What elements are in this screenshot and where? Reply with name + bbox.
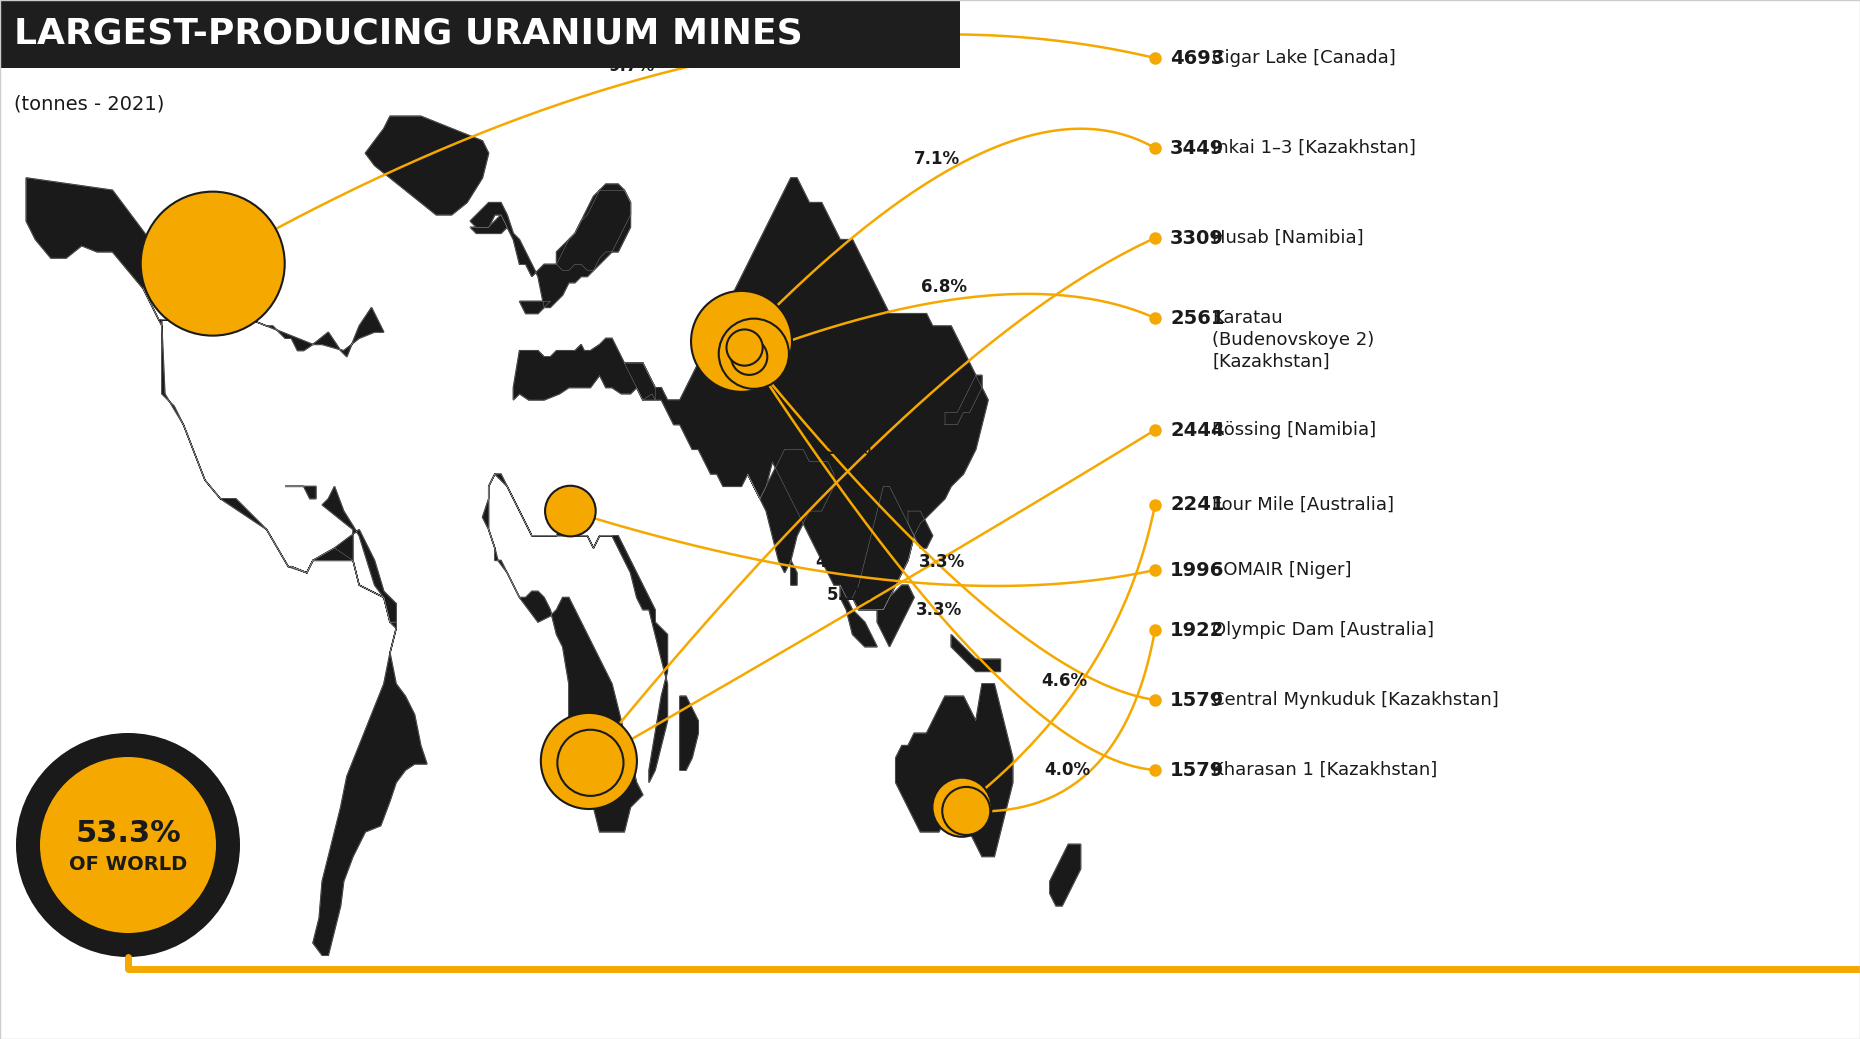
Text: Inkai 1–3 [Kazakhstan]: Inkai 1–3 [Kazakhstan] bbox=[1213, 139, 1415, 157]
Text: 3.3%: 3.3% bbox=[915, 602, 962, 619]
Text: 2241: 2241 bbox=[1170, 496, 1224, 514]
Text: 1579: 1579 bbox=[1170, 691, 1224, 710]
Text: Rössing [Namibia]: Rössing [Namibia] bbox=[1213, 421, 1376, 439]
Polygon shape bbox=[556, 184, 631, 270]
Text: (Budenovskoye 2): (Budenovskoye 2) bbox=[1213, 331, 1375, 349]
Text: Olympic Dam [Australia]: Olympic Dam [Australia] bbox=[1213, 621, 1434, 639]
Circle shape bbox=[727, 329, 763, 366]
Text: 2561: 2561 bbox=[1170, 309, 1224, 327]
Text: Kharasan 1 [Kazakhstan]: Kharasan 1 [Kazakhstan] bbox=[1213, 761, 1438, 779]
Polygon shape bbox=[908, 511, 932, 549]
Polygon shape bbox=[748, 449, 833, 572]
Text: 7.1%: 7.1% bbox=[915, 150, 960, 168]
Circle shape bbox=[541, 713, 636, 809]
Text: (tonnes - 2021): (tonnes - 2021) bbox=[15, 95, 164, 114]
Text: SOMAIR [Niger]: SOMAIR [Niger] bbox=[1213, 561, 1352, 579]
Text: 3309: 3309 bbox=[1170, 229, 1224, 247]
FancyBboxPatch shape bbox=[20, 110, 1131, 980]
Polygon shape bbox=[26, 178, 396, 622]
Text: 1996: 1996 bbox=[1170, 560, 1224, 580]
Text: 9.7%: 9.7% bbox=[608, 57, 655, 75]
Circle shape bbox=[731, 339, 768, 375]
Polygon shape bbox=[365, 116, 489, 215]
Polygon shape bbox=[471, 215, 508, 234]
Text: 5.1%: 5.1% bbox=[828, 586, 872, 604]
Text: 5.3%: 5.3% bbox=[826, 441, 872, 458]
Text: 3.3%: 3.3% bbox=[919, 553, 965, 570]
Text: Four Mile [Australia]: Four Mile [Australia] bbox=[1213, 496, 1393, 514]
Polygon shape bbox=[292, 549, 428, 955]
Polygon shape bbox=[625, 178, 988, 610]
Text: 53.3%: 53.3% bbox=[74, 819, 180, 848]
Text: 4693: 4693 bbox=[1170, 49, 1224, 68]
Text: 4.6%: 4.6% bbox=[1042, 672, 1088, 690]
Text: Karatau: Karatau bbox=[1213, 309, 1283, 327]
Circle shape bbox=[943, 787, 990, 835]
Circle shape bbox=[41, 757, 216, 933]
Polygon shape bbox=[681, 696, 698, 770]
FancyBboxPatch shape bbox=[0, 0, 960, 68]
Text: 4.1%: 4.1% bbox=[815, 553, 861, 571]
Polygon shape bbox=[950, 635, 1001, 671]
Text: Central Mynkuduk [Kazakhstan]: Central Mynkuduk [Kazakhstan] bbox=[1213, 691, 1499, 709]
Circle shape bbox=[692, 291, 792, 392]
Polygon shape bbox=[471, 190, 631, 308]
Circle shape bbox=[558, 729, 623, 796]
Circle shape bbox=[718, 319, 789, 389]
Text: 3449: 3449 bbox=[1170, 138, 1224, 158]
Circle shape bbox=[17, 732, 240, 957]
Polygon shape bbox=[482, 474, 668, 832]
Text: 6.8%: 6.8% bbox=[921, 277, 967, 296]
Polygon shape bbox=[519, 301, 551, 314]
Polygon shape bbox=[945, 375, 982, 425]
Text: OF WORLD: OF WORLD bbox=[69, 855, 188, 875]
Polygon shape bbox=[513, 339, 655, 400]
Text: Cigar Lake [Canada]: Cigar Lake [Canada] bbox=[1213, 49, 1395, 66]
Circle shape bbox=[545, 486, 595, 536]
Polygon shape bbox=[1049, 845, 1081, 906]
Text: 4.0%: 4.0% bbox=[1043, 762, 1090, 779]
Polygon shape bbox=[790, 560, 796, 585]
Polygon shape bbox=[841, 585, 878, 647]
Text: Husab [Namibia]: Husab [Namibia] bbox=[1213, 229, 1363, 247]
Text: 2444: 2444 bbox=[1170, 421, 1224, 439]
Polygon shape bbox=[897, 684, 1014, 856]
Text: LARGEST-PRODUCING URANIUM MINES: LARGEST-PRODUCING URANIUM MINES bbox=[15, 16, 804, 50]
Text: 1922: 1922 bbox=[1170, 620, 1224, 639]
Text: [Kazakhstan]: [Kazakhstan] bbox=[1213, 353, 1330, 371]
Circle shape bbox=[932, 777, 991, 836]
Polygon shape bbox=[852, 486, 913, 610]
Polygon shape bbox=[878, 585, 913, 647]
Text: 1579: 1579 bbox=[1170, 761, 1224, 779]
Circle shape bbox=[141, 191, 285, 336]
Polygon shape bbox=[285, 486, 316, 499]
